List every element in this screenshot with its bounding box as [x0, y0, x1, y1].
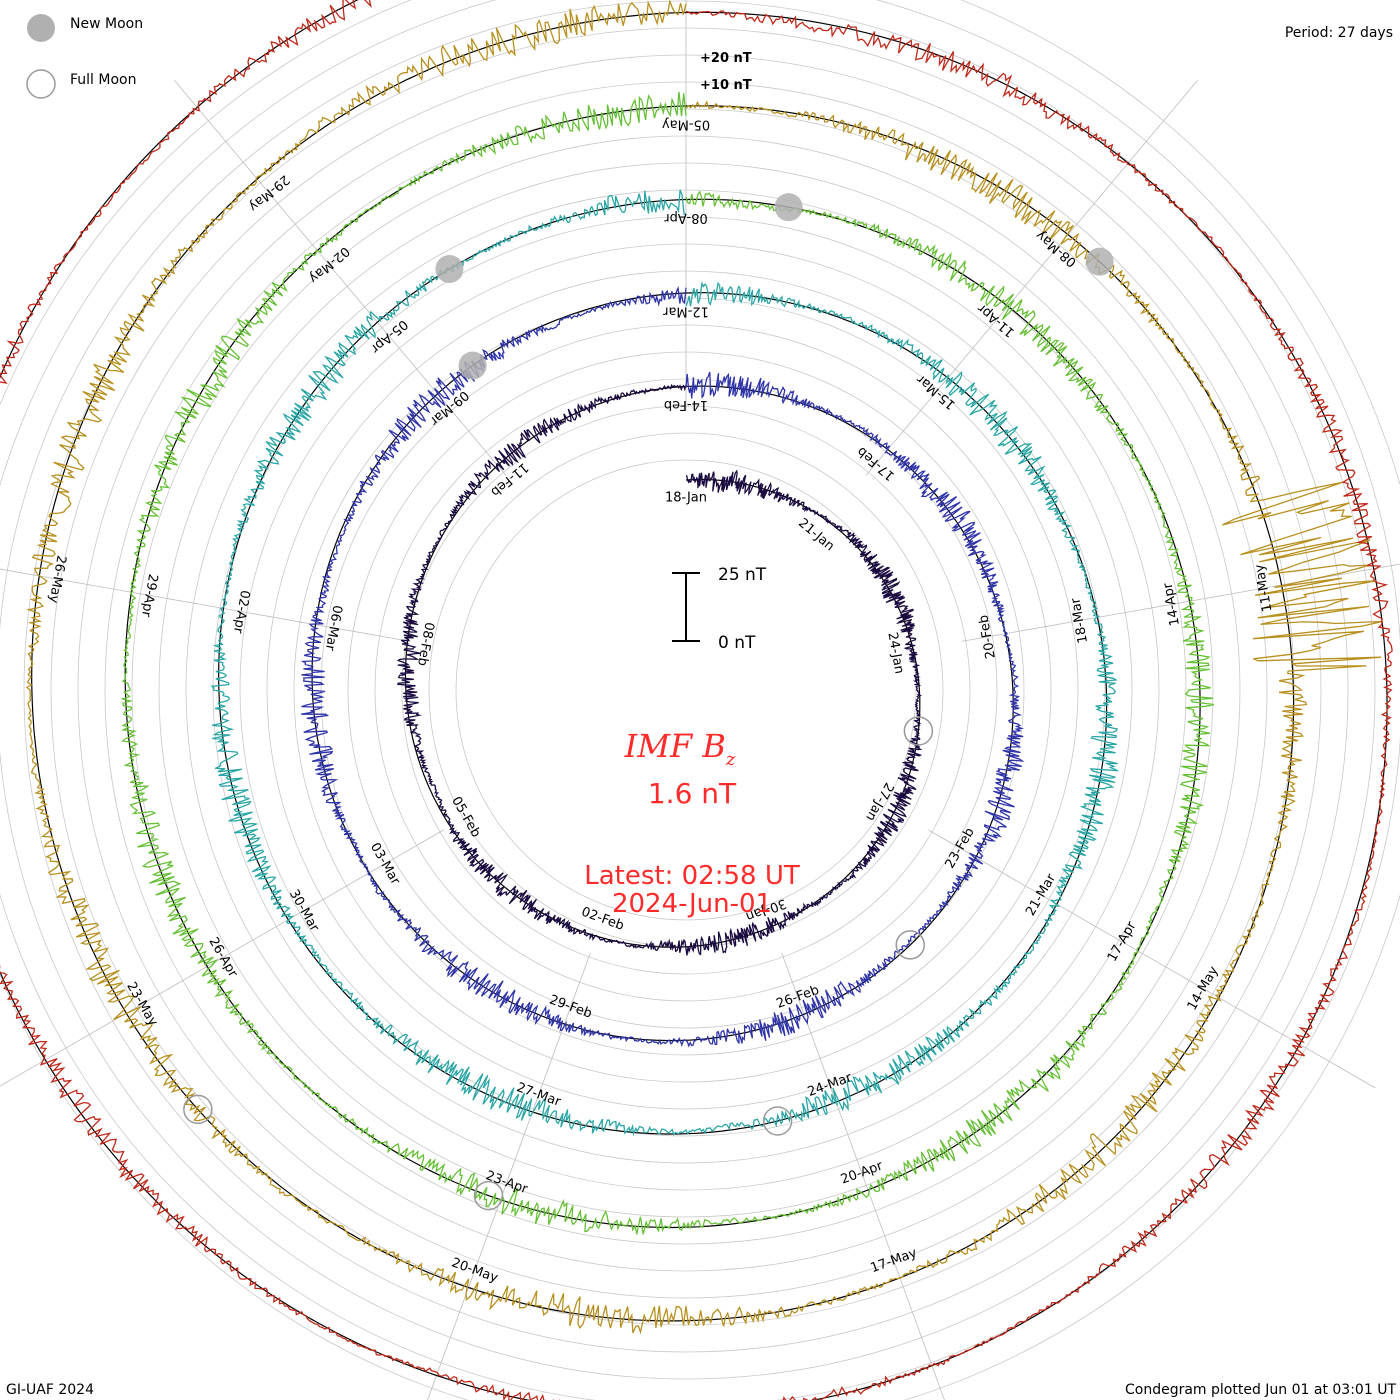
- date-label: 08-Feb: [414, 621, 436, 667]
- latest-time: Latest: 02:58 UT: [584, 861, 800, 891]
- date-label: 14-Apr: [1161, 581, 1183, 627]
- full-moon-marker-8: [183, 1094, 213, 1125]
- date-label: 12-Mar: [662, 304, 708, 319]
- spoke-3: [928, 829, 1376, 1089]
- series-line-4: [120, 91, 1215, 1235]
- new-moon-marker-2: [774, 193, 803, 222]
- new-moon-legend-icon: [27, 14, 55, 42]
- new-moon-marker-3: [1085, 247, 1114, 276]
- plotted-label: Condegram plotted Jun 01 at 03:01 UT: [1125, 1382, 1396, 1398]
- current-value: 1.6 nT: [648, 777, 737, 810]
- spoke-7: [0, 568, 411, 642]
- date-label: 18-Mar: [1068, 596, 1091, 644]
- date-label: 29-Apr: [138, 573, 160, 619]
- scale-bar-top-label: 25 nT: [718, 565, 767, 585]
- series-line-5: [25, 0, 1383, 1335]
- full-moon-marker-6: [762, 1106, 793, 1136]
- date-label: 23-May: [123, 980, 160, 1029]
- date-label: 17-Feb: [854, 443, 898, 483]
- scale-bar-bottom-label: 0 nT: [718, 633, 756, 653]
- ring-scale-10: +10 nT: [700, 78, 752, 93]
- ring-scale-20: +20 nT: [700, 51, 752, 66]
- grid-circle-0: [455, 459, 917, 921]
- chart-title-subscript: z: [725, 749, 736, 770]
- spoke-2: [961, 563, 1400, 642]
- date-label: 09-Mar: [426, 387, 471, 428]
- spoke-4: [781, 952, 945, 1400]
- date-label: 26-May: [45, 554, 68, 604]
- date-label: 08-Apr: [664, 210, 708, 225]
- latest-date: 2024-Jun-01: [612, 889, 772, 919]
- grid-circle-17: [0, 0, 1376, 1380]
- moon-layer: [183, 193, 1114, 1211]
- date-label: 23-Apr: [484, 1168, 531, 1197]
- series-line-1: [396, 383, 923, 956]
- spoke-1: [865, 79, 1198, 476]
- date-label-layer: 18-Jan21-Jan24-Jan27-Jan30-Jan02-Feb05-F…: [45, 117, 1275, 1287]
- date-label: 11-May: [1252, 563, 1275, 613]
- date-label: 20-Feb: [976, 614, 998, 660]
- date-label: 18-Jan: [665, 491, 707, 506]
- date-label: 14-May: [1185, 964, 1222, 1013]
- credit-label: GI-UAF 2024: [6, 1382, 94, 1398]
- date-label: 15-Mar: [913, 371, 958, 412]
- date-label: 30-Mar: [286, 887, 322, 935]
- date-label: 02-Apr: [230, 589, 252, 635]
- new-moon-marker-0: [458, 351, 487, 380]
- full-moon-legend-label: Full Moon: [70, 72, 136, 88]
- date-label: 06-Mar: [322, 604, 345, 652]
- date-label: 02-May: [305, 243, 352, 286]
- date-label: 24-Jan: [884, 631, 906, 675]
- full-moon-marker-7: [473, 1180, 504, 1211]
- date-label: 29-May: [245, 172, 292, 215]
- chart-title-main: IMF B: [624, 727, 726, 765]
- full-moon-marker-4: [903, 716, 934, 746]
- new-moon-legend-label: New Moon: [70, 16, 143, 32]
- series-line-3: [210, 189, 1119, 1137]
- period-label: Period: 27 days: [1285, 25, 1393, 41]
- chart-title: IMF Bz: [624, 727, 736, 770]
- date-label: 05-May: [662, 117, 710, 132]
- date-label: 14-Feb: [664, 397, 708, 412]
- full-moon-marker-5: [895, 930, 925, 960]
- new-moon-marker-1: [435, 255, 464, 284]
- full-moon-legend-icon: [26, 69, 56, 99]
- series-line-2: [300, 285, 1025, 1048]
- spoke-8: [174, 79, 507, 476]
- date-label: 17-May: [869, 1246, 920, 1277]
